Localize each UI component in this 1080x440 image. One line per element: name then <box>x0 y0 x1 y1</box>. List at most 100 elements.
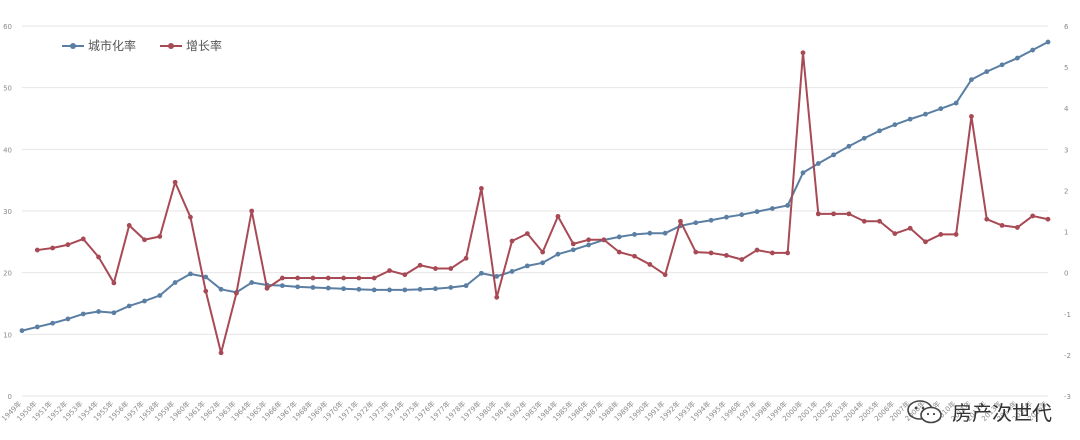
point-0-20 <box>325 285 331 291</box>
point-0-11 <box>188 271 193 277</box>
point-0-33 <box>524 263 530 269</box>
point-0-17 <box>279 283 285 289</box>
point-1-38 <box>601 237 607 243</box>
point-0-1 <box>34 324 40 330</box>
y-right-tick-2: -1 <box>1064 311 1071 319</box>
y-right-tick-9: 6 <box>1064 23 1069 31</box>
point-0-22 <box>356 286 362 292</box>
point-0-44 <box>693 220 699 226</box>
point-1-33 <box>524 231 530 237</box>
watermark: 房产次世代 <box>906 397 1052 426</box>
point-0-45 <box>708 217 714 223</box>
point-1-64 <box>999 222 1005 228</box>
point-0-42 <box>662 230 668 236</box>
point-1-43 <box>678 218 683 224</box>
point-1-27 <box>433 266 438 271</box>
point-1-7 <box>126 222 132 228</box>
series-1 <box>34 50 1051 356</box>
point-1-51 <box>800 50 806 56</box>
y-right-tick-4: 1 <box>1064 229 1068 237</box>
y-right-tick-1: -2 <box>1064 352 1071 360</box>
point-1-3 <box>65 242 71 248</box>
point-1-31 <box>494 294 500 300</box>
point-1-36 <box>570 241 576 247</box>
point-0-55 <box>861 135 867 141</box>
point-0-60 <box>938 106 944 112</box>
point-0-15 <box>249 280 255 285</box>
point-1-2 <box>50 245 56 251</box>
point-0-48 <box>754 209 760 215</box>
point-0-53 <box>831 152 837 158</box>
point-0-10 <box>172 280 178 285</box>
point-1-5 <box>96 254 101 260</box>
series-lines <box>19 39 1051 356</box>
point-1-53 <box>831 211 837 217</box>
legend-item-0[interactable]: 城市化率 <box>62 38 136 53</box>
point-1-47 <box>739 257 745 262</box>
point-1-32 <box>509 238 515 244</box>
legend-marker-0 <box>70 43 76 49</box>
point-0-9 <box>157 293 163 298</box>
point-1-12 <box>203 288 209 294</box>
legend-item-1[interactable]: 增长率 <box>160 38 222 53</box>
wechat-icon <box>907 399 942 423</box>
point-1-59 <box>923 239 928 245</box>
point-0-4 <box>80 311 86 317</box>
point-1-61 <box>953 232 959 237</box>
point-1-34 <box>540 249 546 255</box>
point-1-66 <box>1030 213 1036 219</box>
point-1-24 <box>387 268 392 274</box>
point-1-4 <box>80 236 86 242</box>
y-left-tick-6: 60 <box>3 23 12 31</box>
point-0-56 <box>877 128 882 134</box>
y-right-tick-3: 0 <box>1064 270 1068 278</box>
point-1-22 <box>356 275 362 281</box>
point-0-12 <box>203 274 209 280</box>
point-0-34 <box>540 260 546 266</box>
y-left-tick-1: 10 <box>3 331 12 339</box>
point-1-16 <box>264 285 270 291</box>
point-1-42 <box>662 272 668 278</box>
point-1-65 <box>1014 225 1020 230</box>
point-0-32 <box>509 269 515 274</box>
x-axis-ticks: 1949年1950年1951年1952年1953年1954年1955年1956年… <box>0 399 1049 423</box>
point-1-55 <box>861 218 867 224</box>
point-1-41 <box>647 262 653 267</box>
point-0-5 <box>96 309 101 314</box>
point-0-47 <box>739 212 745 218</box>
point-0-30 <box>479 270 484 276</box>
point-0-40 <box>632 232 637 237</box>
y-right-tick-7: 4 <box>1064 105 1069 113</box>
point-1-25 <box>402 272 408 278</box>
point-0-46 <box>724 214 729 220</box>
legend-label-1: 增长率 <box>186 38 222 53</box>
point-1-11 <box>188 214 193 220</box>
point-0-35 <box>555 251 561 257</box>
right-axis-ticks: -3 -2 -1 0 1 2 3 4 5 6 <box>1064 23 1071 401</box>
point-0-13 <box>218 286 224 292</box>
point-0-58 <box>907 116 913 122</box>
point-0-57 <box>892 122 898 128</box>
point-0-24 <box>387 287 392 293</box>
point-1-44 <box>693 249 699 255</box>
point-0-61 <box>953 100 959 106</box>
point-1-50 <box>785 250 791 256</box>
point-0-3 <box>65 316 71 322</box>
point-1-28 <box>448 266 454 271</box>
point-1-60 <box>938 232 944 237</box>
point-1-14 <box>233 290 239 296</box>
point-0-59 <box>923 111 928 117</box>
point-0-66 <box>1030 47 1036 53</box>
point-0-52 <box>815 161 821 166</box>
point-0-51 <box>800 170 806 176</box>
point-1-10 <box>172 179 178 185</box>
series-line-0 <box>21 41 1049 332</box>
point-1-48 <box>754 247 760 253</box>
point-1-26 <box>417 262 423 268</box>
point-0-31 <box>494 273 500 279</box>
point-0-63 <box>984 69 990 75</box>
point-0-18 <box>295 284 301 290</box>
point-0-36 <box>570 247 576 253</box>
point-1-29 <box>463 255 469 261</box>
point-0-50 <box>785 203 791 208</box>
